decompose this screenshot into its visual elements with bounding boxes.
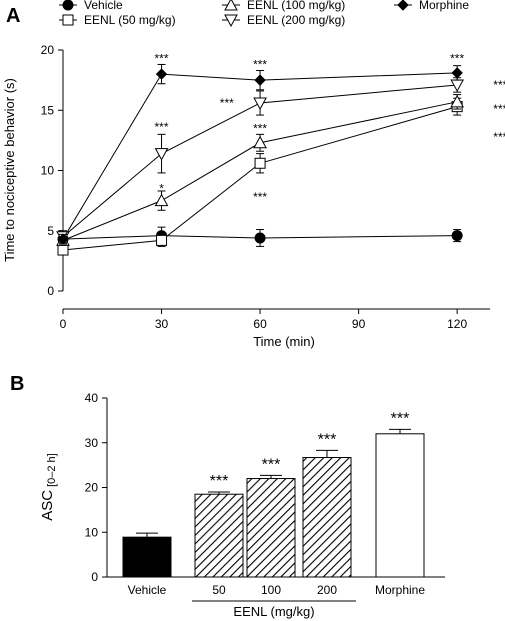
series-line bbox=[62, 101, 458, 241]
x-tick-label: 120 bbox=[447, 317, 467, 331]
significance-label: *** bbox=[253, 121, 267, 135]
y-tick-label: 0 bbox=[47, 284, 54, 298]
data-point bbox=[154, 148, 169, 161]
x-axis-label: Time (min) bbox=[253, 334, 315, 349]
bar-y-tick-label: 20 bbox=[85, 481, 99, 495]
significance-label: *** bbox=[493, 78, 505, 92]
bar-y-tick-label: 40 bbox=[85, 391, 99, 405]
panel-a-letter: A bbox=[6, 5, 20, 27]
data-point bbox=[57, 244, 69, 256]
significance-label: *** bbox=[450, 51, 464, 65]
y-axis-label: Time to nociceptive behavior (s) bbox=[2, 78, 17, 262]
x-tick-label: 90 bbox=[352, 317, 366, 331]
series-line bbox=[62, 235, 458, 240]
significance-label: *** bbox=[493, 130, 505, 144]
legend-marker bbox=[397, 0, 409, 11]
significance-label: *** bbox=[220, 96, 234, 110]
data-point bbox=[450, 94, 464, 108]
bar bbox=[194, 493, 244, 578]
significance-label: * bbox=[159, 182, 164, 196]
bar-y-tick-label: 0 bbox=[91, 570, 98, 584]
bar bbox=[375, 433, 425, 578]
y-tick-label: 10 bbox=[41, 164, 55, 178]
data-point bbox=[154, 193, 169, 207]
line-chart-axes: 0 5 10 15 20 0 30 60 90 120 bbox=[41, 43, 490, 331]
data-point bbox=[254, 74, 266, 86]
data-point bbox=[57, 233, 69, 245]
bar-category-label: 50 bbox=[212, 583, 226, 597]
bar-y-axis-label: ASC [0–2 h] bbox=[39, 453, 58, 520]
data-point bbox=[451, 67, 463, 79]
bar-category-label: 200 bbox=[317, 583, 337, 597]
significance-label: *** bbox=[253, 190, 267, 204]
bar-chart: 0 10 20 30 40 Vehicle *** 50 *** 100 *** 200 *** Mor… bbox=[39, 391, 445, 619]
bar-significance: *** bbox=[262, 456, 281, 473]
series-line bbox=[62, 84, 458, 238]
legend-label: EENL (50 mg/kg) bbox=[84, 13, 176, 27]
data-point bbox=[254, 232, 266, 244]
data-point bbox=[155, 68, 168, 80]
significance-label: *** bbox=[155, 120, 169, 134]
y-tick-label: 15 bbox=[41, 103, 55, 117]
bar bbox=[302, 457, 352, 578]
bar-y-axis-label-sub: [0–2 h] bbox=[46, 453, 58, 487]
significance-label: *** bbox=[155, 51, 169, 65]
bar-category-label: 100 bbox=[261, 583, 281, 597]
y-tick-label: 5 bbox=[47, 224, 54, 238]
legend-label: EENL (100 mg/kg) bbox=[247, 0, 345, 12]
bar-significance: *** bbox=[391, 410, 410, 427]
data-point bbox=[253, 97, 267, 111]
legend-marker bbox=[224, 14, 238, 28]
panel-b-letter: B bbox=[10, 373, 24, 395]
legend-label: Vehicle bbox=[84, 0, 123, 12]
significance-label: *** bbox=[493, 102, 505, 116]
bar-y-tick-label: 30 bbox=[85, 436, 99, 450]
group-label: EENL (mg/kg) bbox=[233, 604, 314, 619]
legend-marker bbox=[224, 0, 238, 11]
bar bbox=[246, 478, 296, 578]
bar-y-tick-label: 10 bbox=[85, 525, 99, 539]
bar-category-label: Morphine bbox=[375, 583, 425, 597]
data-point bbox=[156, 234, 168, 246]
x-tick-label: 30 bbox=[155, 317, 169, 331]
x-tick-label: 60 bbox=[253, 317, 267, 331]
series-line bbox=[62, 106, 458, 251]
data-point bbox=[253, 135, 267, 149]
significance-label: *** bbox=[253, 57, 267, 71]
bar-significance: *** bbox=[210, 473, 229, 490]
data-point bbox=[254, 157, 266, 169]
bar-category-label: Vehicle bbox=[128, 583, 167, 597]
y-tick-label: 20 bbox=[41, 43, 55, 57]
x-tick-label: 0 bbox=[60, 317, 67, 331]
legend-label: EENL (200 mg/kg) bbox=[247, 13, 345, 27]
data-point bbox=[451, 230, 463, 242]
bar-chart-bars: Vehicle *** 50 *** 100 *** 200 *** Morphine bbox=[122, 410, 425, 597]
legend-label: Morphine bbox=[419, 0, 469, 12]
bar bbox=[122, 536, 172, 578]
series-line bbox=[62, 72, 458, 240]
legend-marker bbox=[62, 14, 74, 26]
legend-marker bbox=[62, 0, 74, 11]
bar-significance: *** bbox=[318, 431, 337, 448]
line-chart-series: ******************************* bbox=[56, 51, 505, 256]
bar-y-axis-label-main: ASC bbox=[39, 490, 56, 521]
